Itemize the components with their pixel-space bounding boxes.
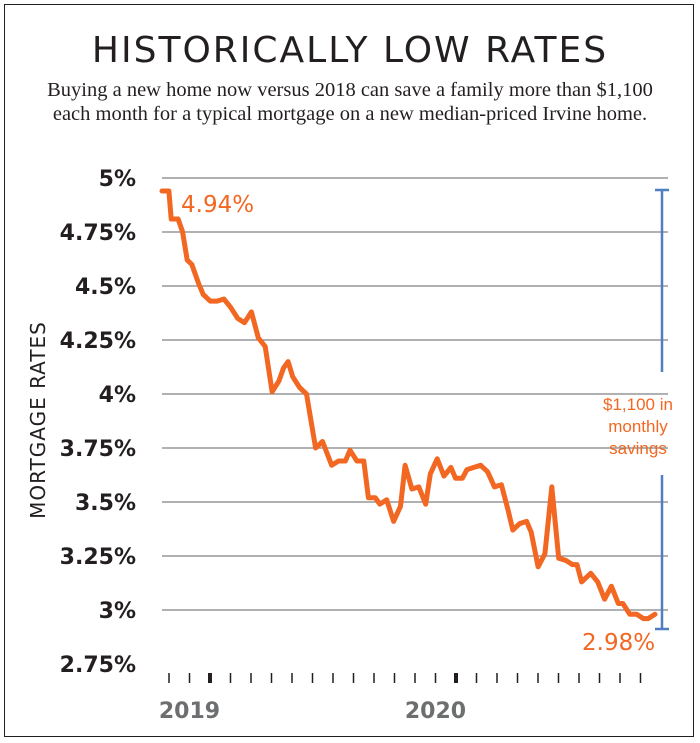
y-tick-label: 3%	[99, 599, 136, 624]
savings-label-line-1: $1,100 in	[603, 395, 673, 414]
subtitle-line-1: Buying a new home now versus 2018 can sa…	[47, 79, 653, 101]
y-tick-label: 4%	[99, 383, 136, 408]
x-axis: 2019 2020	[159, 673, 642, 724]
savings-bracket	[655, 188, 669, 631]
gridlines	[162, 177, 668, 611]
x-year-label: 2019	[159, 699, 220, 724]
y-tick-labels: 5% 4.75% 4.5% 4.25% 4% 3.75% 3.5% 3.25% 3% 2.75%	[60, 167, 136, 678]
savings-label-line-2: monthly	[608, 417, 668, 436]
y-tick-label: 3.25%	[60, 545, 136, 570]
y-tick-label: 3.75%	[60, 437, 136, 462]
y-tick-label: 4.25%	[60, 329, 136, 354]
start-value-label: 4.94%	[181, 192, 254, 218]
y-tick-label: 3.5%	[75, 491, 136, 516]
y-tick-label: 5%	[99, 167, 136, 192]
savings-label-line-3: savings	[609, 439, 667, 458]
end-value-label: 2.98%	[582, 630, 655, 656]
y-axis-label: MORTGAGE RATES	[26, 321, 50, 519]
y-tick-label: 4.75%	[60, 221, 136, 246]
y-tick-label: 2.75%	[60, 653, 136, 678]
subtitle-line-2: each month for a typical mortgage on a n…	[52, 103, 648, 125]
chart-subtitle: Buying a new home now versus 2018 can sa…	[30, 78, 670, 126]
y-tick-label: 4.5%	[75, 275, 136, 300]
rate-series-line	[159, 188, 658, 622]
chart-title: HISTORICALLY LOW RATES	[91, 30, 609, 71]
chart-frame	[4, 4, 694, 737]
x-year-label: 2020	[405, 699, 466, 724]
